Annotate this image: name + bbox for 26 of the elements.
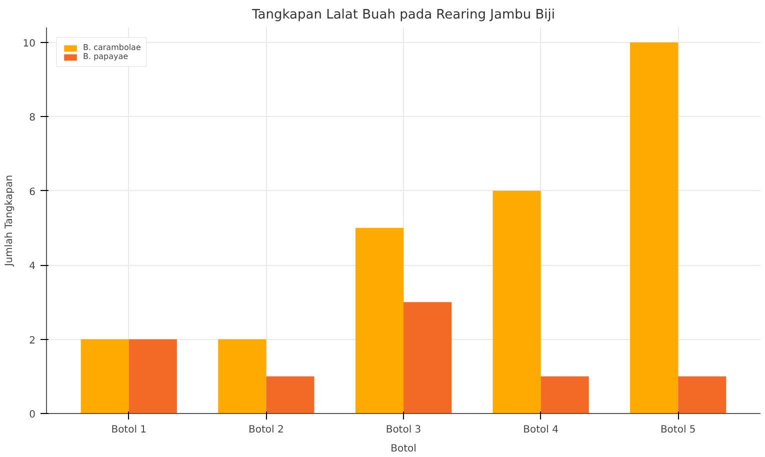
y-tick-label: 8 — [29, 112, 36, 124]
bar — [630, 42, 678, 414]
bar — [492, 190, 541, 414]
bar — [266, 376, 314, 414]
x-tick-label: Botol 3 — [386, 424, 422, 436]
y-tick-label: 2 — [29, 335, 36, 346]
y-tick-label: 0 — [29, 410, 36, 420]
bar — [355, 228, 404, 414]
bar — [80, 339, 129, 414]
y-axis-title: Jumlah Tangkapan — [4, 174, 15, 268]
y-tick-label: 6 — [29, 186, 36, 198]
bar — [128, 339, 177, 414]
x-tick-label: Botol 2 — [248, 424, 284, 436]
x-tick-label: Botol 1 — [111, 424, 147, 436]
x-tick-label: Botol 5 — [660, 424, 696, 436]
bar — [540, 376, 589, 414]
legend-label: B. papayae — [83, 52, 128, 61]
x-tick-label: Botol 4 — [523, 424, 558, 436]
y-tick-label: 10 — [22, 38, 36, 50]
bar — [218, 339, 266, 414]
bar — [678, 376, 726, 414]
y-tick-label: 4 — [29, 261, 36, 272]
chart-title: Tangkapan Lalat Buah pada Rearing Jambu Biji — [250, 8, 556, 22]
bar — [404, 302, 452, 414]
legend-label: B. carambolae — [83, 43, 141, 52]
x-axis-title: Botol — [390, 444, 416, 454]
